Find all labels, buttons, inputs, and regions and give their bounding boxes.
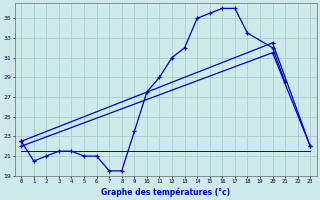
X-axis label: Graphe des températures (°c): Graphe des températures (°c) [101,187,230,197]
